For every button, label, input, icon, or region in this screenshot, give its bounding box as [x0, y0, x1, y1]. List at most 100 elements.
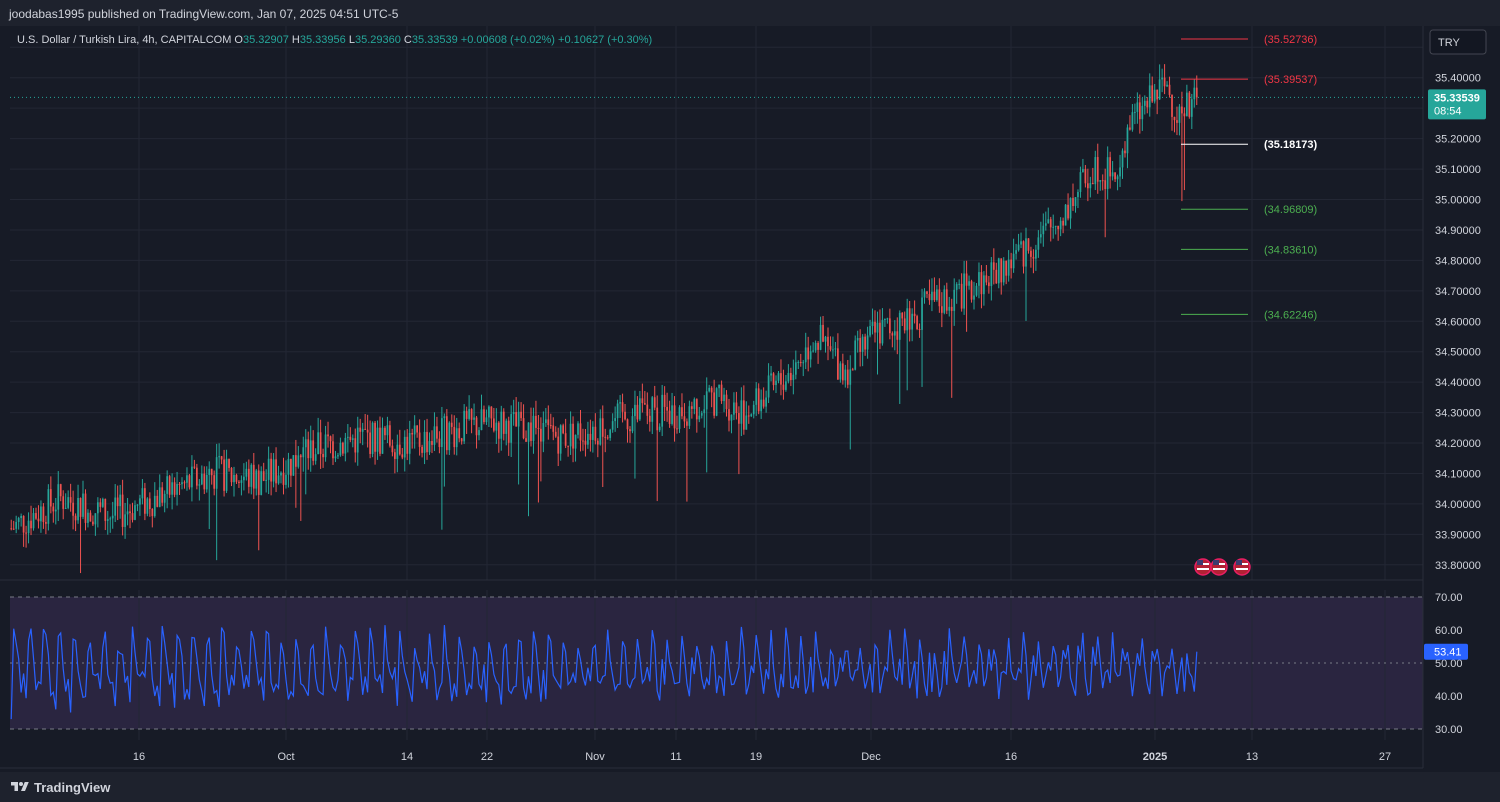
candle-body [725, 394, 728, 410]
candle-body [874, 321, 876, 333]
candle [535, 400, 537, 435]
candle-body [765, 397, 767, 407]
candle-body [896, 331, 899, 340]
candle-body [527, 422, 530, 442]
candle-body [198, 484, 201, 486]
us-event-flag-icon[interactable] [1233, 558, 1251, 576]
candle [195, 463, 198, 490]
us-event-flag-icon[interactable] [1210, 558, 1228, 576]
candle [151, 508, 154, 528]
candle-body [191, 466, 193, 488]
candle [572, 416, 574, 463]
candle-body [344, 437, 347, 454]
candle [101, 497, 104, 508]
candle-body [257, 470, 260, 495]
candle [468, 395, 470, 421]
candle [619, 395, 621, 418]
currency-button[interactable]: TRY [1429, 29, 1487, 55]
currency-box[interactable] [1429, 29, 1487, 55]
candle-body [1035, 249, 1037, 259]
candle [1134, 103, 1136, 125]
candle-body [272, 459, 275, 482]
candle [455, 417, 458, 456]
candle [393, 448, 396, 474]
candle-body [990, 262, 993, 287]
candle-body [745, 415, 748, 430]
candle-body [683, 416, 686, 422]
candle [423, 420, 426, 465]
candle [1151, 76, 1154, 103]
rsi-pane[interactable]: 70.00 60.00 50.00 40.00 30.00 53.41 [10, 592, 1468, 736]
candle-body [970, 281, 973, 300]
candle-body [789, 372, 792, 381]
candle [965, 260, 968, 332]
level-label: (34.83610) [1264, 244, 1317, 256]
candle [1168, 76, 1171, 98]
candle-body [54, 509, 57, 512]
time-axis[interactable]: 16 Oct 14 22 Nov 11 19 Dec 16 2025 13 27 [133, 751, 1391, 763]
price-tick-label: 34.80000 [1435, 255, 1481, 267]
candle-body [106, 519, 109, 521]
candle [317, 417, 320, 455]
candle-body [1121, 150, 1124, 168]
candle-body [92, 521, 94, 525]
candle [371, 421, 374, 458]
candle-body [277, 475, 280, 484]
candle [54, 497, 57, 525]
candle-body [525, 438, 527, 442]
candle [329, 435, 332, 454]
candle [663, 386, 666, 422]
candle-body [535, 415, 537, 428]
candle [698, 407, 701, 423]
price-tick-label: 34.00000 [1435, 499, 1481, 511]
candle [104, 498, 107, 531]
candle-body [391, 445, 394, 453]
candle-body [881, 319, 884, 344]
us-event-flag-icon[interactable] [1194, 558, 1212, 576]
candle-body [1047, 219, 1050, 224]
candle-body [1067, 204, 1069, 219]
candle-body [319, 432, 322, 454]
candle-body [869, 326, 871, 336]
candle-body [116, 497, 119, 507]
candle-body [1086, 183, 1089, 189]
candle [931, 278, 933, 312]
candle-body [856, 338, 859, 341]
candle-body [158, 487, 161, 507]
candle-body [797, 361, 800, 363]
candle-body [824, 336, 827, 342]
candle [859, 329, 862, 367]
candle-body [15, 521, 18, 529]
candle [121, 479, 124, 536]
candle-body [1015, 250, 1017, 254]
price-axis[interactable]: 35.5000035.4000035.3000035.2000035.10000… [1435, 42, 1481, 571]
candle-body [1007, 259, 1010, 276]
candle-body [1002, 260, 1005, 283]
time-tick-label: 16 [133, 751, 145, 763]
candle [96, 497, 99, 528]
candle [1188, 90, 1191, 119]
candle-body [859, 338, 862, 352]
candle-body [1052, 226, 1055, 228]
candle [738, 406, 740, 475]
candle [181, 477, 183, 490]
candle-body [733, 402, 735, 415]
candle-body [676, 428, 678, 430]
candle [37, 505, 40, 529]
candle [829, 336, 832, 352]
tradingview-footer[interactable]: TradingView [10, 777, 110, 797]
candle [314, 448, 317, 465]
candle [671, 392, 673, 426]
candle [525, 430, 527, 442]
candle-body [760, 399, 763, 412]
candle-body [656, 407, 659, 431]
candle-body [829, 346, 832, 350]
candle-body [782, 384, 785, 390]
candle [294, 439, 297, 508]
candle-body [864, 336, 866, 350]
candle-body [134, 505, 136, 520]
candle-body [884, 319, 886, 321]
candle-body [908, 308, 911, 330]
candle [67, 490, 70, 510]
